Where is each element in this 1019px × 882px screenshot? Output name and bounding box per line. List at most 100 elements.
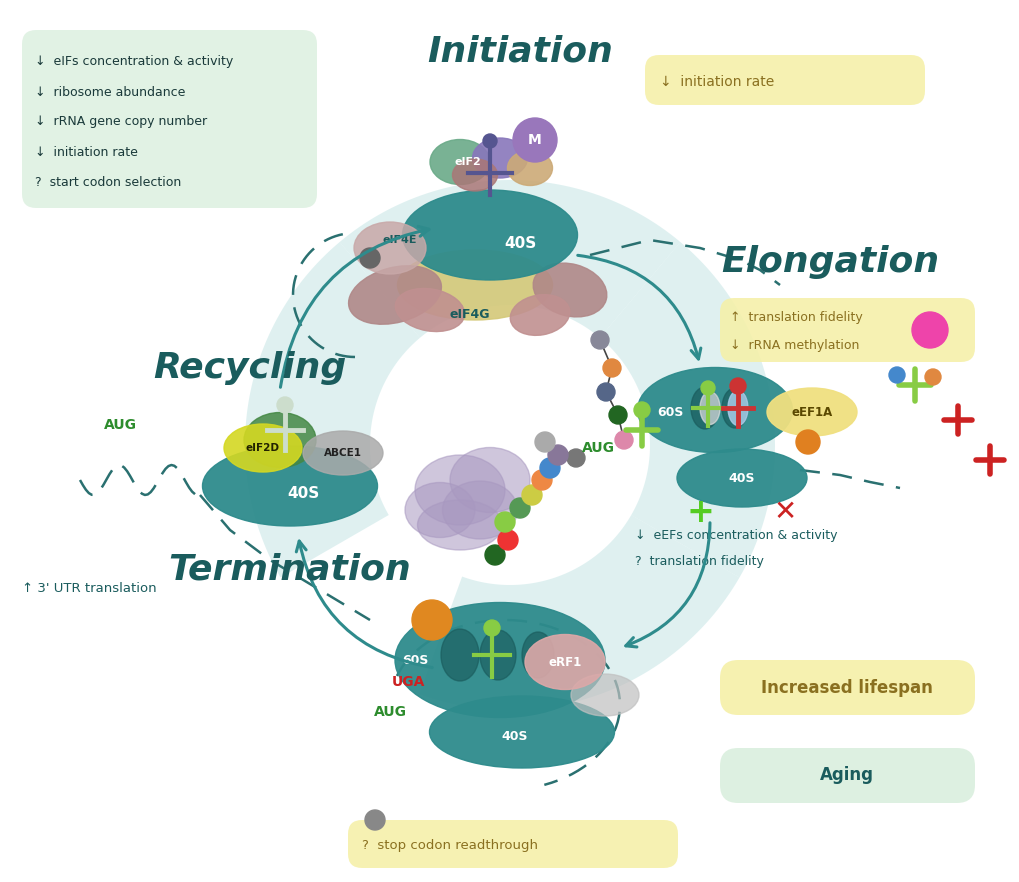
Ellipse shape (394, 602, 604, 717)
FancyBboxPatch shape (719, 660, 974, 715)
Text: ↓  initiation rate: ↓ initiation rate (35, 146, 138, 159)
Circle shape (602, 359, 621, 377)
Ellipse shape (244, 413, 316, 467)
Circle shape (700, 381, 714, 395)
Circle shape (608, 406, 627, 424)
Text: ABCE1: ABCE1 (324, 448, 362, 458)
Text: ↓  initiation rate: ↓ initiation rate (659, 75, 773, 89)
Text: ?  start codon selection: ? start codon selection (35, 176, 181, 189)
Text: ↓  ribosome abundance: ↓ ribosome abundance (35, 86, 185, 99)
Circle shape (539, 458, 559, 478)
Text: UGA: UGA (391, 675, 424, 689)
Circle shape (911, 312, 947, 348)
Circle shape (730, 378, 745, 394)
Ellipse shape (403, 190, 577, 280)
Text: AUG: AUG (103, 418, 137, 432)
Ellipse shape (677, 449, 806, 507)
Text: Termination: Termination (168, 553, 411, 587)
Ellipse shape (430, 139, 489, 184)
Text: Aging: Aging (819, 766, 873, 784)
Text: M: M (528, 133, 541, 147)
Ellipse shape (522, 632, 553, 678)
Text: 60S: 60S (656, 406, 683, 418)
Text: ?  translation fidelity: ? translation fidelity (635, 556, 763, 569)
Polygon shape (245, 242, 420, 578)
Text: 40S: 40S (503, 235, 536, 250)
Ellipse shape (354, 222, 426, 274)
Text: Increased lifespan: Increased lifespan (760, 679, 932, 697)
Text: eIF2: eIF2 (454, 157, 481, 167)
Text: AUG: AUG (581, 441, 613, 455)
Ellipse shape (429, 696, 613, 768)
FancyBboxPatch shape (347, 820, 678, 868)
Text: ↓  eIFs concentration & activity: ↓ eIFs concentration & activity (35, 56, 233, 69)
Ellipse shape (637, 368, 792, 452)
Ellipse shape (397, 250, 552, 320)
Ellipse shape (303, 431, 382, 475)
Ellipse shape (442, 481, 517, 539)
Circle shape (889, 367, 904, 383)
Circle shape (634, 402, 649, 418)
Text: eRF1: eRF1 (548, 655, 581, 669)
Ellipse shape (203, 446, 377, 526)
Ellipse shape (721, 388, 747, 428)
Circle shape (614, 431, 633, 449)
Circle shape (596, 383, 614, 401)
Ellipse shape (472, 138, 527, 178)
Circle shape (497, 530, 518, 550)
Text: 40S: 40S (286, 485, 319, 500)
Ellipse shape (699, 392, 719, 424)
Ellipse shape (440, 629, 479, 681)
Circle shape (924, 369, 941, 385)
Text: ↑ 3' UTR translation: ↑ 3' UTR translation (22, 581, 157, 594)
Ellipse shape (728, 391, 747, 425)
Ellipse shape (405, 482, 475, 537)
Circle shape (360, 248, 380, 268)
Text: 40S: 40S (501, 729, 528, 743)
Ellipse shape (507, 151, 552, 185)
Text: +: + (686, 496, 713, 528)
Ellipse shape (224, 424, 302, 472)
Text: ↓  rRNA methylation: ↓ rRNA methylation (730, 339, 859, 352)
FancyBboxPatch shape (644, 55, 924, 105)
Ellipse shape (690, 387, 718, 429)
Text: ?  stop codon readthrough: ? stop codon readthrough (362, 840, 537, 853)
Text: 60S: 60S (401, 654, 428, 667)
Circle shape (522, 485, 541, 505)
Ellipse shape (348, 265, 441, 325)
Polygon shape (599, 242, 774, 578)
Text: Elongation: Elongation (720, 245, 938, 279)
Circle shape (795, 430, 819, 454)
FancyBboxPatch shape (719, 748, 974, 803)
Ellipse shape (415, 455, 504, 525)
Ellipse shape (452, 159, 497, 191)
Circle shape (494, 512, 515, 532)
Text: eIF2D: eIF2D (246, 443, 280, 453)
Circle shape (547, 445, 568, 465)
Ellipse shape (766, 388, 856, 436)
Circle shape (277, 397, 292, 413)
Ellipse shape (449, 447, 530, 512)
Text: ✕: ✕ (772, 498, 796, 526)
Circle shape (484, 545, 504, 565)
FancyBboxPatch shape (719, 298, 974, 362)
Circle shape (513, 118, 556, 162)
Circle shape (567, 449, 585, 467)
Text: 40S: 40S (728, 472, 754, 484)
Ellipse shape (533, 263, 606, 317)
Ellipse shape (525, 634, 604, 690)
Circle shape (535, 432, 554, 452)
FancyBboxPatch shape (22, 30, 317, 208)
Circle shape (412, 600, 451, 640)
Ellipse shape (417, 500, 502, 550)
Circle shape (532, 470, 551, 490)
Text: ↓  rRNA gene copy number: ↓ rRNA gene copy number (35, 116, 207, 129)
Polygon shape (339, 180, 680, 338)
Circle shape (510, 498, 530, 518)
Text: Initiation: Initiation (427, 35, 612, 69)
Text: eIF4E: eIF4E (382, 235, 417, 245)
Text: eEF1A: eEF1A (791, 406, 832, 418)
Text: Recycling: Recycling (153, 351, 346, 385)
Circle shape (365, 810, 384, 830)
Text: eIF4G: eIF4G (449, 309, 490, 322)
